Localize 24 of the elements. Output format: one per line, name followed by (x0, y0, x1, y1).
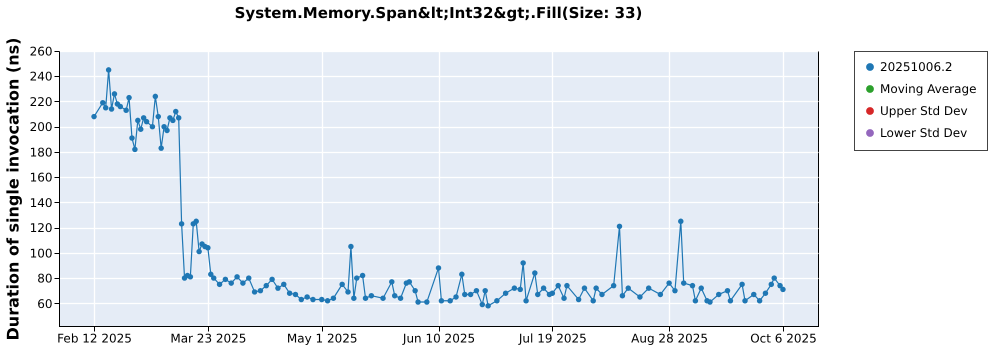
y-tick-label: 80 (37, 272, 52, 286)
x-tick-label: Jul 19 2025 (518, 332, 587, 346)
y-tick-label: 100 (30, 246, 52, 260)
y-axis-title: Duration of single invocation (ns) (4, 38, 23, 340)
y-tick-label: 200 (30, 120, 52, 134)
x-tick-label: Feb 12 2025 (57, 332, 132, 346)
chart-title: System.Memory.Span&lt;Int32&gt;.Fill(Size: 33) (234, 4, 642, 22)
y-tick-label: 140 (30, 196, 52, 210)
y-tick-label: 260 (30, 44, 52, 58)
x-tick-label: Mar 23 2025 (170, 332, 246, 346)
y-tick-label: 60 (37, 296, 52, 311)
x-tick-label: Aug 28 2025 (631, 332, 708, 346)
y-tick-label: 180 (30, 145, 52, 160)
legend-label: 20251006.2 (880, 60, 953, 74)
x-tick-label: Jun 10 2025 (402, 332, 476, 346)
y-tick-label: 240 (30, 70, 52, 84)
x-tick-label: May 1 2025 (286, 332, 358, 346)
x-tick-label: Oct 6 2025 (750, 332, 817, 346)
y-tick-label: 120 (30, 221, 52, 236)
y-tick-label: 160 (30, 170, 52, 185)
y-tick-label: 220 (30, 94, 52, 109)
legend-label: Upper Std Dev (880, 104, 968, 118)
legend-label: Lower Std Dev (880, 126, 968, 140)
legend-label: Moving Average (880, 82, 976, 96)
